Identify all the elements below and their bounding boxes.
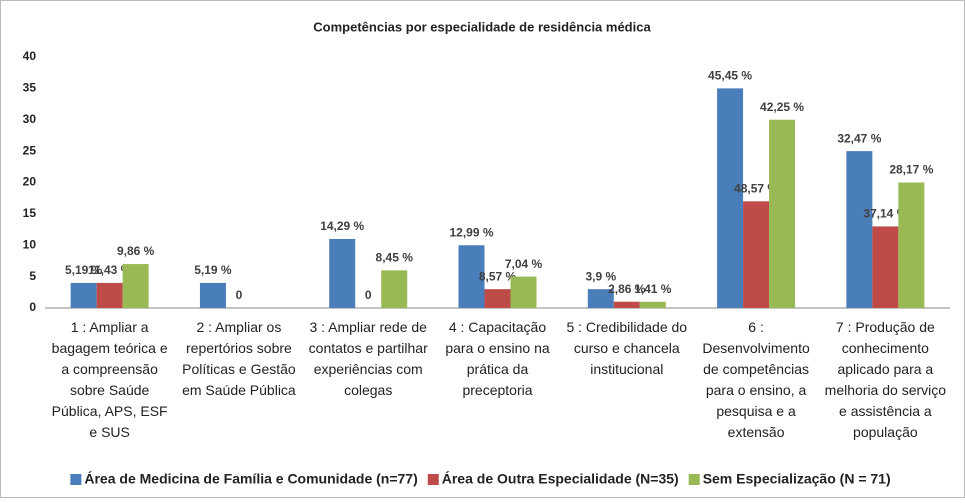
x-tick-label: 2 : Ampliar os repertórios sobre Políticas… [182, 319, 296, 398]
legend-label: Área de Outra Especialidade (N=35) [442, 471, 679, 487]
y-tick-label: 15 [23, 206, 37, 220]
data-label: 9,86 % [117, 244, 155, 258]
bar [381, 270, 408, 308]
data-label: 1,41 % [634, 282, 672, 296]
x-tick-label: 4 : Capacitação para o ensino na prática d… [445, 319, 550, 398]
data-label: 7,04 % [505, 257, 543, 271]
data-label: 45,45 % [708, 69, 752, 83]
y-tick-label: 20 [23, 175, 37, 189]
bar [96, 282, 123, 308]
bar [872, 226, 899, 308]
x-tick-label: 6 : Desenvolvimento de competências para o … [702, 319, 810, 440]
x-tick-label: 5 : Credibilidade do curso e chancela inst… [566, 319, 687, 377]
bar [613, 301, 640, 308]
legend-swatch [688, 474, 700, 485]
data-label: 2,86 % [608, 282, 646, 296]
data-label: 28,17 % [889, 163, 933, 177]
bar [329, 238, 356, 308]
data-label: 37,14 % [863, 207, 907, 221]
bar [458, 245, 485, 308]
y-tick-label: 25 [23, 143, 37, 157]
bar [639, 301, 666, 308]
bar [122, 264, 149, 308]
data-label: 5,19 % [65, 263, 103, 277]
data-label: 3,9 % [585, 269, 616, 283]
x-tick-label: 3 : Ampliar rede de contatos e partilhar e… [309, 319, 428, 398]
data-label: 12,99 % [449, 225, 493, 239]
bar [898, 182, 925, 308]
data-label: 11,43 % [88, 263, 132, 277]
data-label: 48,57 % [734, 181, 778, 195]
bar [587, 289, 614, 308]
data-label: 0 [236, 288, 243, 302]
bar [743, 201, 770, 308]
bar [199, 282, 226, 308]
data-label: 8,45 % [376, 251, 414, 265]
y-tick-label: 40 [23, 49, 37, 63]
chart-title: Competências por especialidade de residê… [313, 19, 651, 34]
legend-swatch [427, 474, 439, 485]
data-label: 8,57 % [479, 269, 517, 283]
data-label: 0 [365, 288, 372, 302]
legend-swatch [70, 474, 82, 485]
bar [717, 88, 744, 308]
y-tick-label: 10 [23, 237, 37, 251]
y-tick-label: 5 [29, 269, 36, 283]
y-tick-label: 30 [23, 112, 37, 126]
bar [846, 151, 873, 308]
data-label: 5,19 % [194, 263, 232, 277]
data-label: 42,25 % [760, 100, 804, 114]
x-tick-label: 7 : Produção de conhecimento aplicado para… [825, 319, 947, 440]
bar [484, 289, 511, 308]
y-tick-label: 35 [23, 81, 37, 95]
data-label: 14,29 % [320, 219, 364, 233]
legend-label: Sem Especialização (N = 71) [703, 471, 891, 487]
y-tick-label: 0 [29, 300, 36, 314]
bar [510, 276, 537, 308]
data-label: 32,47 % [837, 131, 881, 145]
bar [70, 282, 97, 308]
legend-label: Área de Medicina de Família e Comunidade… [84, 471, 417, 487]
bar [769, 119, 796, 308]
